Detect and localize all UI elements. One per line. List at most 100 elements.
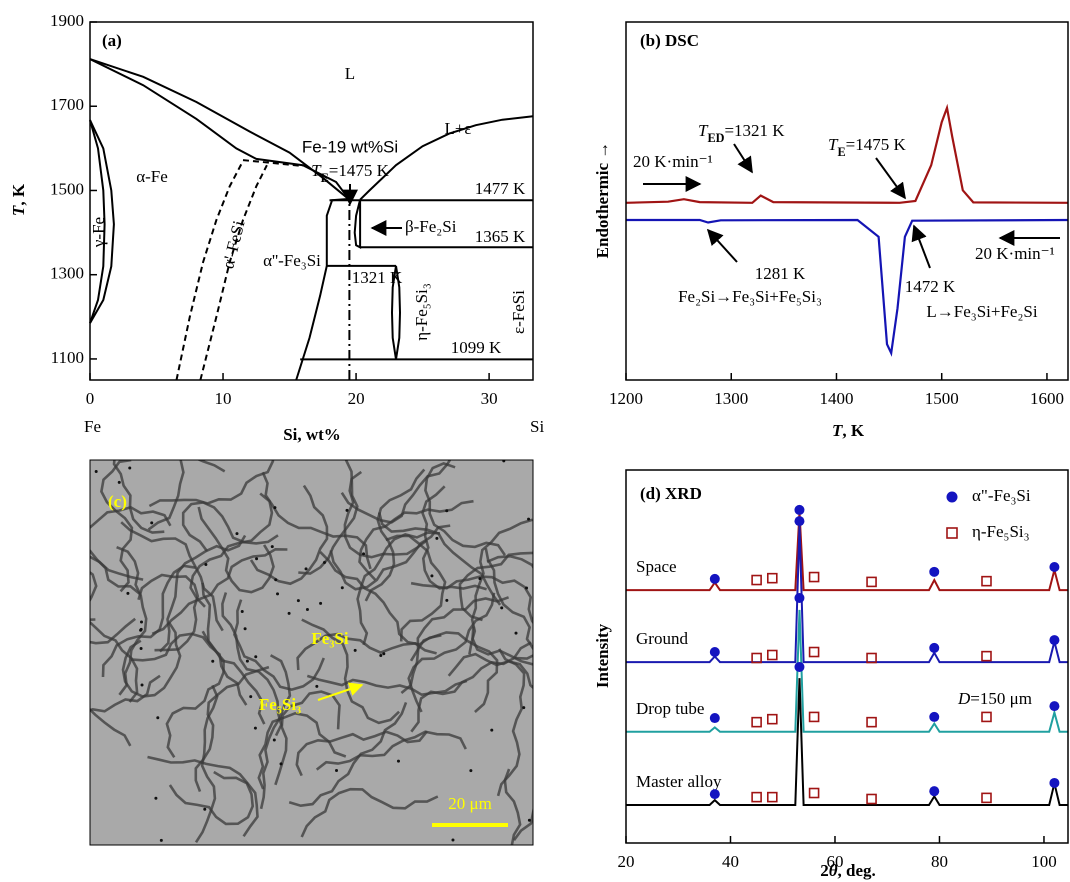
pore	[346, 509, 349, 512]
pore	[288, 612, 291, 615]
pore	[335, 769, 338, 772]
page: {"chart_data": [ {"type": "phase-diagram…	[0, 0, 1070, 882]
eta-marker	[867, 718, 876, 727]
annotation: TED=1321 K	[698, 121, 785, 145]
phase-label: 1321 K	[352, 268, 403, 287]
panel-label: (c)	[108, 492, 127, 511]
alpha-marker	[794, 593, 804, 603]
xrd-pattern	[626, 526, 1068, 662]
phase-label: L+ε	[444, 119, 471, 138]
pore	[204, 563, 207, 566]
eta-marker	[752, 793, 761, 802]
x-tick-label: 80	[931, 852, 948, 871]
pore	[150, 521, 153, 524]
x-axis-label: T, K	[832, 421, 865, 440]
alpha-marker	[710, 713, 720, 723]
pore	[271, 545, 274, 548]
pore	[156, 716, 159, 719]
phase-label: Fe₃Si	[311, 629, 348, 648]
y-axis-label: Intensity	[593, 623, 612, 688]
pore	[254, 655, 257, 658]
pore	[254, 727, 257, 730]
text-part: T	[832, 421, 843, 440]
pore	[273, 738, 276, 741]
pore	[160, 839, 163, 842]
x-axis-label: 2θ, deg.	[820, 861, 876, 880]
phase-label: α''-Fe₃Si	[263, 251, 321, 270]
alpha-marker	[710, 574, 720, 584]
x-tick-label: 1200	[609, 389, 643, 408]
y-tick-label: 1500	[50, 179, 84, 198]
pore	[451, 838, 454, 841]
annotation: 1281 K	[755, 264, 806, 283]
y-axis-label: T, K	[9, 183, 28, 216]
annotation: Fe₂Si→Fe₃Si+Fe₅Si₃	[678, 287, 822, 306]
pore	[430, 574, 433, 577]
annotation: TE=1475 K	[828, 135, 906, 159]
pore	[525, 587, 528, 590]
alpha-marker	[1049, 701, 1059, 711]
legend-label: α"-Fe₃Si	[972, 486, 1031, 505]
eta-marker	[810, 648, 819, 657]
text-part: =150 μm	[970, 689, 1032, 708]
eta-marker	[867, 577, 876, 586]
pore	[128, 466, 131, 469]
x-tick-label: 20	[348, 389, 365, 408]
pore	[140, 647, 143, 650]
eta-marker	[752, 576, 761, 585]
micrograph	[90, 460, 533, 845]
x-axis-label: Si, wt%	[283, 425, 341, 444]
annotation: 1472 K	[905, 277, 956, 296]
text-part: 2	[820, 861, 829, 880]
eta-marker	[810, 712, 819, 721]
x-tick-label: 1300	[714, 389, 748, 408]
y-tick-label: 1300	[50, 264, 84, 283]
phase-label: γ-Fe	[89, 217, 108, 248]
pore	[469, 769, 472, 772]
pore	[244, 627, 247, 630]
eta-marker	[768, 651, 777, 660]
pore	[305, 567, 308, 570]
legend-label: η-Fe₅Si₃	[972, 522, 1030, 541]
pore	[118, 481, 121, 484]
pattern-label: Master alloy	[636, 772, 722, 791]
pore	[435, 537, 438, 540]
pore	[354, 649, 357, 652]
phase-boundary	[200, 165, 267, 380]
eta-marker	[982, 577, 991, 586]
pore	[141, 684, 144, 687]
eta-marker	[982, 793, 991, 802]
phase-boundary	[296, 199, 349, 380]
text-part: =1321 K	[724, 121, 785, 140]
pore	[341, 586, 344, 589]
alpha-marker	[794, 662, 804, 672]
annotation: 20 K·min⁻¹	[975, 244, 1055, 263]
pore	[306, 608, 309, 611]
text-part: , deg.	[838, 861, 876, 880]
arrow	[914, 226, 930, 268]
phase-boundary	[355, 200, 360, 248]
legend-symbol	[947, 528, 957, 538]
pore	[203, 808, 206, 811]
x-tick-label: 0	[86, 389, 95, 408]
alpha-marker	[929, 567, 939, 577]
pore	[280, 762, 283, 765]
phase-label: α'-FeSi	[218, 218, 248, 270]
text-part: , K	[842, 421, 865, 440]
arrow	[876, 158, 905, 198]
alpha-marker	[794, 516, 804, 526]
pore	[522, 706, 525, 709]
y-tick-label: 1100	[51, 348, 84, 367]
x-tick-label: 100	[1031, 852, 1057, 871]
pore	[297, 599, 300, 602]
pattern-label: Drop tube	[636, 699, 704, 718]
text-part: E	[321, 171, 329, 185]
pore	[323, 561, 326, 564]
pore	[95, 470, 98, 473]
end-label: Si	[530, 417, 544, 436]
x-tick-label: 1500	[925, 389, 959, 408]
pore	[140, 620, 143, 623]
pore	[140, 628, 143, 631]
eta-marker	[752, 718, 761, 727]
phase-label: ε-FeSi	[509, 290, 528, 334]
